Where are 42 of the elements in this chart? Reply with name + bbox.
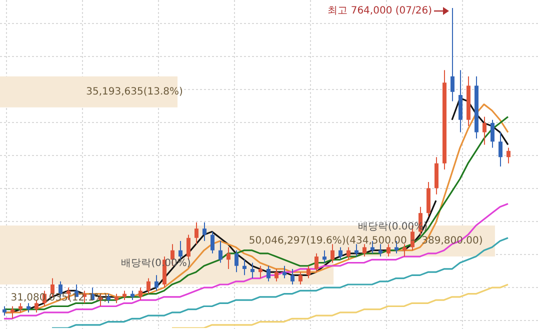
candlestick [2,306,6,316]
annotation: 최고 764,000 (07/26) [328,6,432,17]
candlestick [18,302,22,313]
candlestick [386,244,390,258]
candlestick [338,246,342,260]
candlestick [282,265,286,279]
candlestick [234,250,238,273]
candlestick [10,306,14,320]
candlestick [506,147,510,164]
candlestick [202,222,206,242]
candlestick [258,265,262,279]
candlestick [490,119,494,148]
candlestick [218,240,222,264]
candlestick [194,222,198,245]
candlestick [498,132,502,167]
candlestick [210,231,214,254]
candlestick [354,244,358,258]
candlestick [122,290,126,301]
candlestick [26,302,30,313]
candlestick [154,274,158,292]
candlestick [306,265,310,279]
candlestick [346,246,350,260]
candlestick [330,244,334,264]
candlestick [322,250,326,264]
candlestick [114,293,118,304]
candlestick [226,246,230,270]
candlestick [250,262,254,279]
candlestick [402,244,406,258]
candlestick [362,244,366,258]
candlestick [290,268,294,286]
candlestick [274,268,278,282]
candlestick [242,259,246,276]
candlestick [266,265,270,282]
candlestick [314,252,318,273]
candlestick [378,244,382,258]
candlestick [450,8,454,102]
band-label: 35,193,635(13.8%) [86,86,184,98]
candlestick [138,287,142,301]
candlestick [298,272,302,286]
candlestick [130,290,134,301]
candlestick [146,278,150,294]
candlestick [482,116,486,146]
